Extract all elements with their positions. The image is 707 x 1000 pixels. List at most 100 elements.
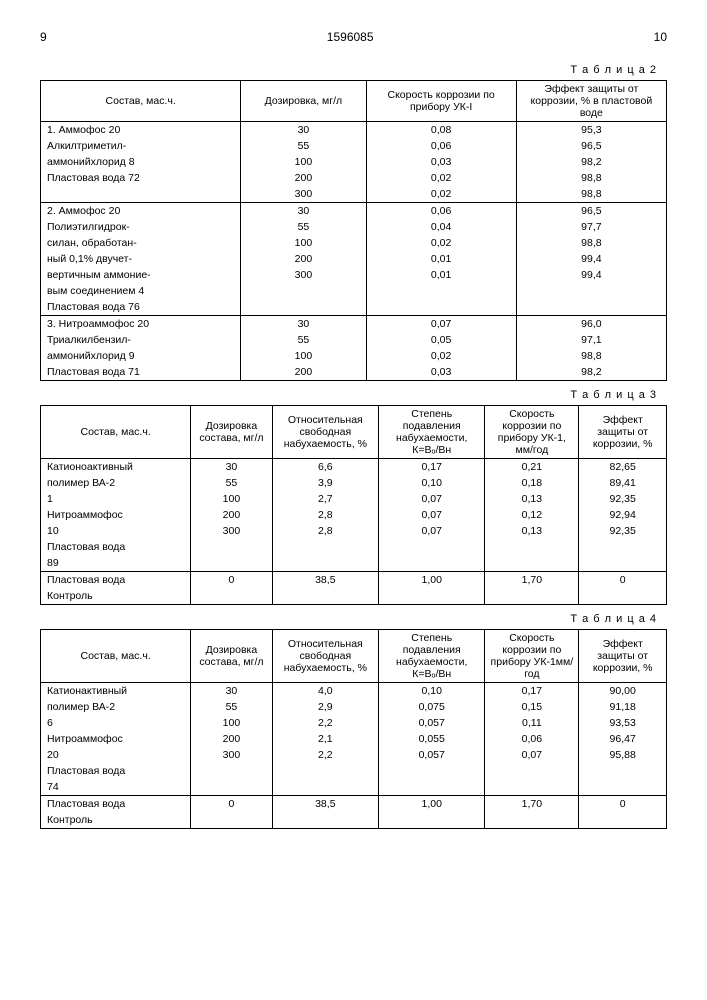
table-cell-dose: [191, 812, 272, 829]
table-cell-swell: 3,9: [272, 475, 378, 491]
table-cell-rate: [485, 555, 579, 572]
table-cell-rate: 0,07: [366, 316, 516, 333]
table-row-label: вым соединением 4: [41, 283, 241, 299]
table-cell-dose: 100: [241, 154, 366, 170]
table-cell-eff: [579, 763, 667, 779]
t2-h1: Состав, мас.ч.: [41, 81, 241, 122]
table-cell-eff: 99,4: [516, 267, 666, 283]
table-cell-dose: 30: [191, 683, 272, 700]
t2-h2: Дозировка, мг/л: [241, 81, 366, 122]
table-cell-dose: 100: [241, 235, 366, 251]
table-cell-rate: 0,07: [485, 747, 579, 763]
t4-h5: Скорость коррозии по прибору УК-1мм/год: [485, 630, 579, 683]
table-cell-swell: [272, 779, 378, 796]
table-row-label: Контроль: [41, 588, 191, 605]
table-cell-supp: 0,17: [379, 459, 485, 476]
table-cell-swell: [272, 588, 378, 605]
table-cell-dose: 200: [241, 364, 366, 381]
table-cell-eff: 98,8: [516, 186, 666, 203]
table-cell-rate: 0,06: [485, 731, 579, 747]
table-cell-eff: 89,41: [579, 475, 667, 491]
table-cell-rate: 0,05: [366, 332, 516, 348]
table2: Состав, мас.ч. Дозировка, мг/л Скорость …: [40, 80, 667, 381]
table-cell-eff: [579, 779, 667, 796]
table-row-label: полимер ВА-2: [41, 475, 191, 491]
table-row-label: Пластовая вода: [41, 539, 191, 555]
table-cell-swell: [272, 812, 378, 829]
table-row-label: 1. Аммофос 20: [41, 122, 241, 139]
table-row-label: Пластовая вода 72: [41, 170, 241, 186]
table-row-label: ный 0,1% двучет-: [41, 251, 241, 267]
table-cell-rate: [366, 283, 516, 299]
table-row-label: 10: [41, 523, 191, 539]
table-cell-eff: 98,8: [516, 348, 666, 364]
table-row-label: 20: [41, 747, 191, 763]
table-row-label: аммонийхлорид 8: [41, 154, 241, 170]
table-row-label: полимер ВА-2: [41, 699, 191, 715]
table-cell-rate: [485, 539, 579, 555]
table-cell-rate: [485, 763, 579, 779]
table-cell-supp: 0,07: [379, 507, 485, 523]
t3-h1: Состав, мас.ч.: [41, 406, 191, 459]
table-row-label: 74: [41, 779, 191, 796]
page-header: 9 1596085 10: [40, 30, 667, 44]
table-cell-dose: [241, 299, 366, 316]
table-cell-rate: 0,03: [366, 154, 516, 170]
table-row-label: 2. Аммофос 20: [41, 203, 241, 220]
t3-h3: Относительная свободная набухаемость, %: [272, 406, 378, 459]
table-cell-rate: 0,21: [485, 459, 579, 476]
table-cell-swell: 2,2: [272, 715, 378, 731]
table-cell-dose: 100: [241, 348, 366, 364]
table-row-label: Алкилтриметил-: [41, 138, 241, 154]
table-cell-eff: 99,4: [516, 251, 666, 267]
table-cell-dose: 200: [191, 507, 272, 523]
table-cell-eff: 96,47: [579, 731, 667, 747]
table-cell-supp: [379, 539, 485, 555]
table-cell-swell: 2,1: [272, 731, 378, 747]
table-cell-eff: 98,8: [516, 235, 666, 251]
table-cell-eff: 98,2: [516, 154, 666, 170]
t2-h4: Эффект защиты от коррозии, % в пластовой…: [516, 81, 666, 122]
table-cell-dose: [191, 588, 272, 605]
table-cell-supp: 0,10: [379, 475, 485, 491]
doc-number: 1596085: [47, 30, 654, 44]
t3-h4: Степень подавления набухаемости, К=Вₒ/Вн: [379, 406, 485, 459]
table-cell-rate: 0,18: [485, 475, 579, 491]
table-cell-eff: 92,35: [579, 491, 667, 507]
table-cell-dose: 55: [191, 699, 272, 715]
table-cell-supp: 1,00: [379, 572, 485, 589]
table-cell-rate: 0,08: [366, 122, 516, 139]
table-row-label: Контроль: [41, 812, 191, 829]
table-cell-rate: 0,13: [485, 523, 579, 539]
table-cell-swell: [272, 763, 378, 779]
table-cell-dose: 0: [191, 796, 272, 813]
table-cell-swell: [272, 539, 378, 555]
table-cell-swell: [272, 555, 378, 572]
table-cell-rate: 0,06: [366, 138, 516, 154]
table-cell-dose: 55: [191, 475, 272, 491]
table-cell-supp: [379, 555, 485, 572]
table3-label: Т а б л и ц а 3: [40, 389, 657, 401]
table4: Состав, мас.ч. Дозировка состава, мг/л О…: [40, 629, 667, 829]
table-cell-swell: 2,9: [272, 699, 378, 715]
table-cell-dose: 200: [191, 731, 272, 747]
table2-label: Т а б л и ц а 2: [40, 64, 657, 76]
t3-h5: Скорость коррозии по прибору УК-1, мм/го…: [485, 406, 579, 459]
table-cell-eff: 95,3: [516, 122, 666, 139]
table-cell-dose: 200: [241, 170, 366, 186]
table-cell-eff: 91,18: [579, 699, 667, 715]
table4-label: Т а б л и ц а 4: [40, 613, 657, 625]
table-cell-supp: 0,07: [379, 491, 485, 507]
t4-h3: Относительная свободная набухаемость, %: [272, 630, 378, 683]
table-cell-eff: 97,7: [516, 219, 666, 235]
table-cell-rate: 0,17: [485, 683, 579, 700]
table-cell-eff: 0: [579, 572, 667, 589]
t4-h4: Степень подавления набухаемости, К=Вₒ/Вн: [379, 630, 485, 683]
table-cell-swell: 6,6: [272, 459, 378, 476]
table-cell-rate: [485, 812, 579, 829]
table-cell-eff: [579, 555, 667, 572]
table-cell-rate: 0,11: [485, 715, 579, 731]
table-cell-rate: 0,12: [485, 507, 579, 523]
table-cell-eff: 92,35: [579, 523, 667, 539]
table-cell-rate: [485, 588, 579, 605]
